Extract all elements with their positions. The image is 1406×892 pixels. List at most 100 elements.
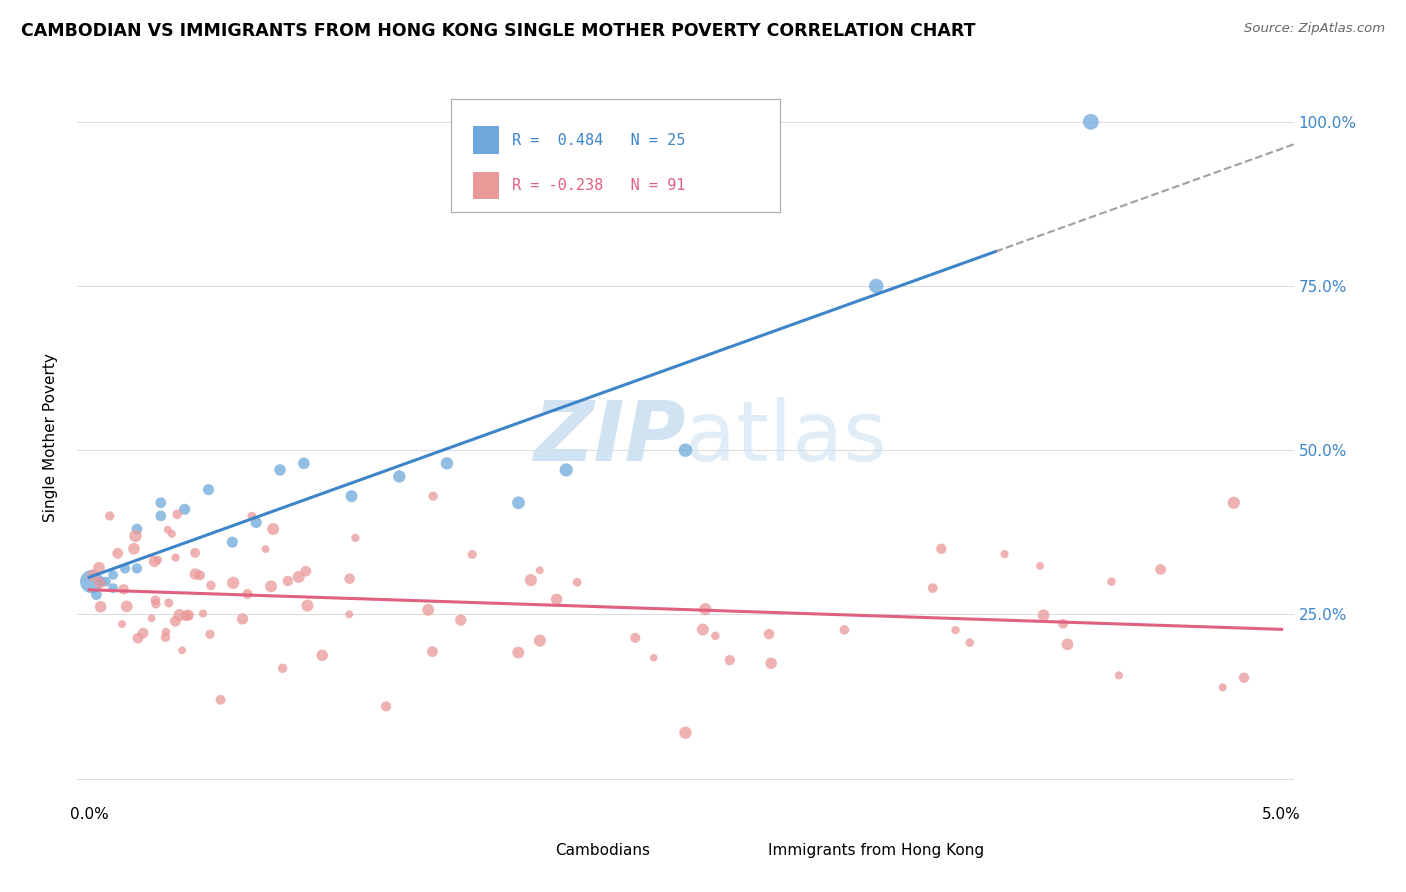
Point <box>695 602 717 616</box>
Point <box>172 643 194 657</box>
Point <box>191 607 214 621</box>
Point <box>759 657 782 671</box>
Text: atlas: atlas <box>686 397 887 477</box>
Point <box>197 483 219 497</box>
Point <box>240 509 263 524</box>
Text: Immigrants from Hong Kong: Immigrants from Hong Kong <box>768 843 984 858</box>
Point <box>508 496 530 510</box>
Point <box>292 456 315 470</box>
Point <box>297 599 319 613</box>
Point <box>82 568 104 582</box>
Point <box>1149 562 1171 576</box>
Point <box>177 607 200 622</box>
Point <box>200 578 222 592</box>
Point <box>90 599 112 614</box>
Point <box>174 608 197 623</box>
Point <box>529 563 551 577</box>
Point <box>546 592 568 607</box>
Point <box>461 548 484 562</box>
Bar <box>734 838 761 862</box>
Point <box>287 570 309 584</box>
Point <box>1233 671 1256 685</box>
Point <box>269 463 291 477</box>
Point <box>89 575 111 590</box>
Point <box>520 573 543 587</box>
Point <box>124 529 146 543</box>
Point <box>692 623 714 637</box>
Point <box>675 725 697 739</box>
Point <box>565 575 588 590</box>
Point <box>80 574 103 589</box>
Point <box>107 546 129 560</box>
Point <box>1212 681 1234 695</box>
Point <box>145 597 167 611</box>
Point <box>155 624 177 639</box>
Point <box>101 581 124 595</box>
Point <box>122 541 145 556</box>
Point <box>865 279 887 293</box>
Point <box>1052 616 1074 631</box>
Point <box>149 496 172 510</box>
Point <box>141 611 163 625</box>
Point <box>125 522 148 536</box>
Point <box>127 631 149 645</box>
Point <box>198 627 221 641</box>
Point <box>921 581 943 595</box>
Point <box>262 522 284 536</box>
Point <box>422 489 444 503</box>
Point <box>945 623 967 637</box>
Point <box>165 614 187 628</box>
Point <box>339 572 361 586</box>
Point <box>993 547 1015 561</box>
Point <box>1101 574 1123 589</box>
Point <box>271 661 294 675</box>
Point <box>145 593 167 607</box>
Point <box>184 546 207 560</box>
Point <box>87 560 110 574</box>
Point <box>931 541 953 556</box>
Point <box>718 653 741 667</box>
Point <box>132 626 155 640</box>
Point <box>143 554 166 568</box>
Point <box>245 516 267 530</box>
Text: R = -0.238   N = 91: R = -0.238 N = 91 <box>512 178 685 194</box>
Point <box>98 508 121 523</box>
Point <box>375 699 398 714</box>
Text: ZIP: ZIP <box>533 397 686 477</box>
Point <box>94 574 117 589</box>
Text: Cambodians: Cambodians <box>555 843 651 858</box>
Point <box>1032 608 1054 623</box>
Point <box>959 635 981 649</box>
Text: R =  0.484   N = 25: R = 0.484 N = 25 <box>512 133 685 147</box>
Point <box>114 561 136 575</box>
Point <box>834 623 856 637</box>
Bar <box>472 172 499 200</box>
Point <box>344 531 367 545</box>
Point <box>643 650 665 665</box>
Point <box>231 612 253 626</box>
Point <box>125 561 148 575</box>
Bar <box>522 838 548 862</box>
Point <box>156 523 179 537</box>
Point <box>422 644 444 658</box>
Point <box>529 633 551 648</box>
Point <box>624 631 647 645</box>
Y-axis label: Single Mother Poverty: Single Mother Poverty <box>44 352 58 522</box>
Point <box>254 542 277 557</box>
Point <box>295 564 318 578</box>
Point <box>177 609 200 624</box>
Point <box>160 526 183 541</box>
Point <box>184 567 207 582</box>
Point <box>166 508 188 522</box>
Point <box>450 613 472 627</box>
Point <box>1056 637 1078 651</box>
Point <box>149 508 172 523</box>
FancyBboxPatch shape <box>451 99 780 211</box>
Point <box>165 550 187 565</box>
Point <box>222 575 245 590</box>
Point <box>188 568 211 582</box>
Point <box>90 574 112 589</box>
Point <box>221 535 243 549</box>
Point <box>169 607 191 622</box>
Text: CAMBODIAN VS IMMIGRANTS FROM HONG KONG SINGLE MOTHER POVERTY CORRELATION CHART: CAMBODIAN VS IMMIGRANTS FROM HONG KONG S… <box>21 22 976 40</box>
